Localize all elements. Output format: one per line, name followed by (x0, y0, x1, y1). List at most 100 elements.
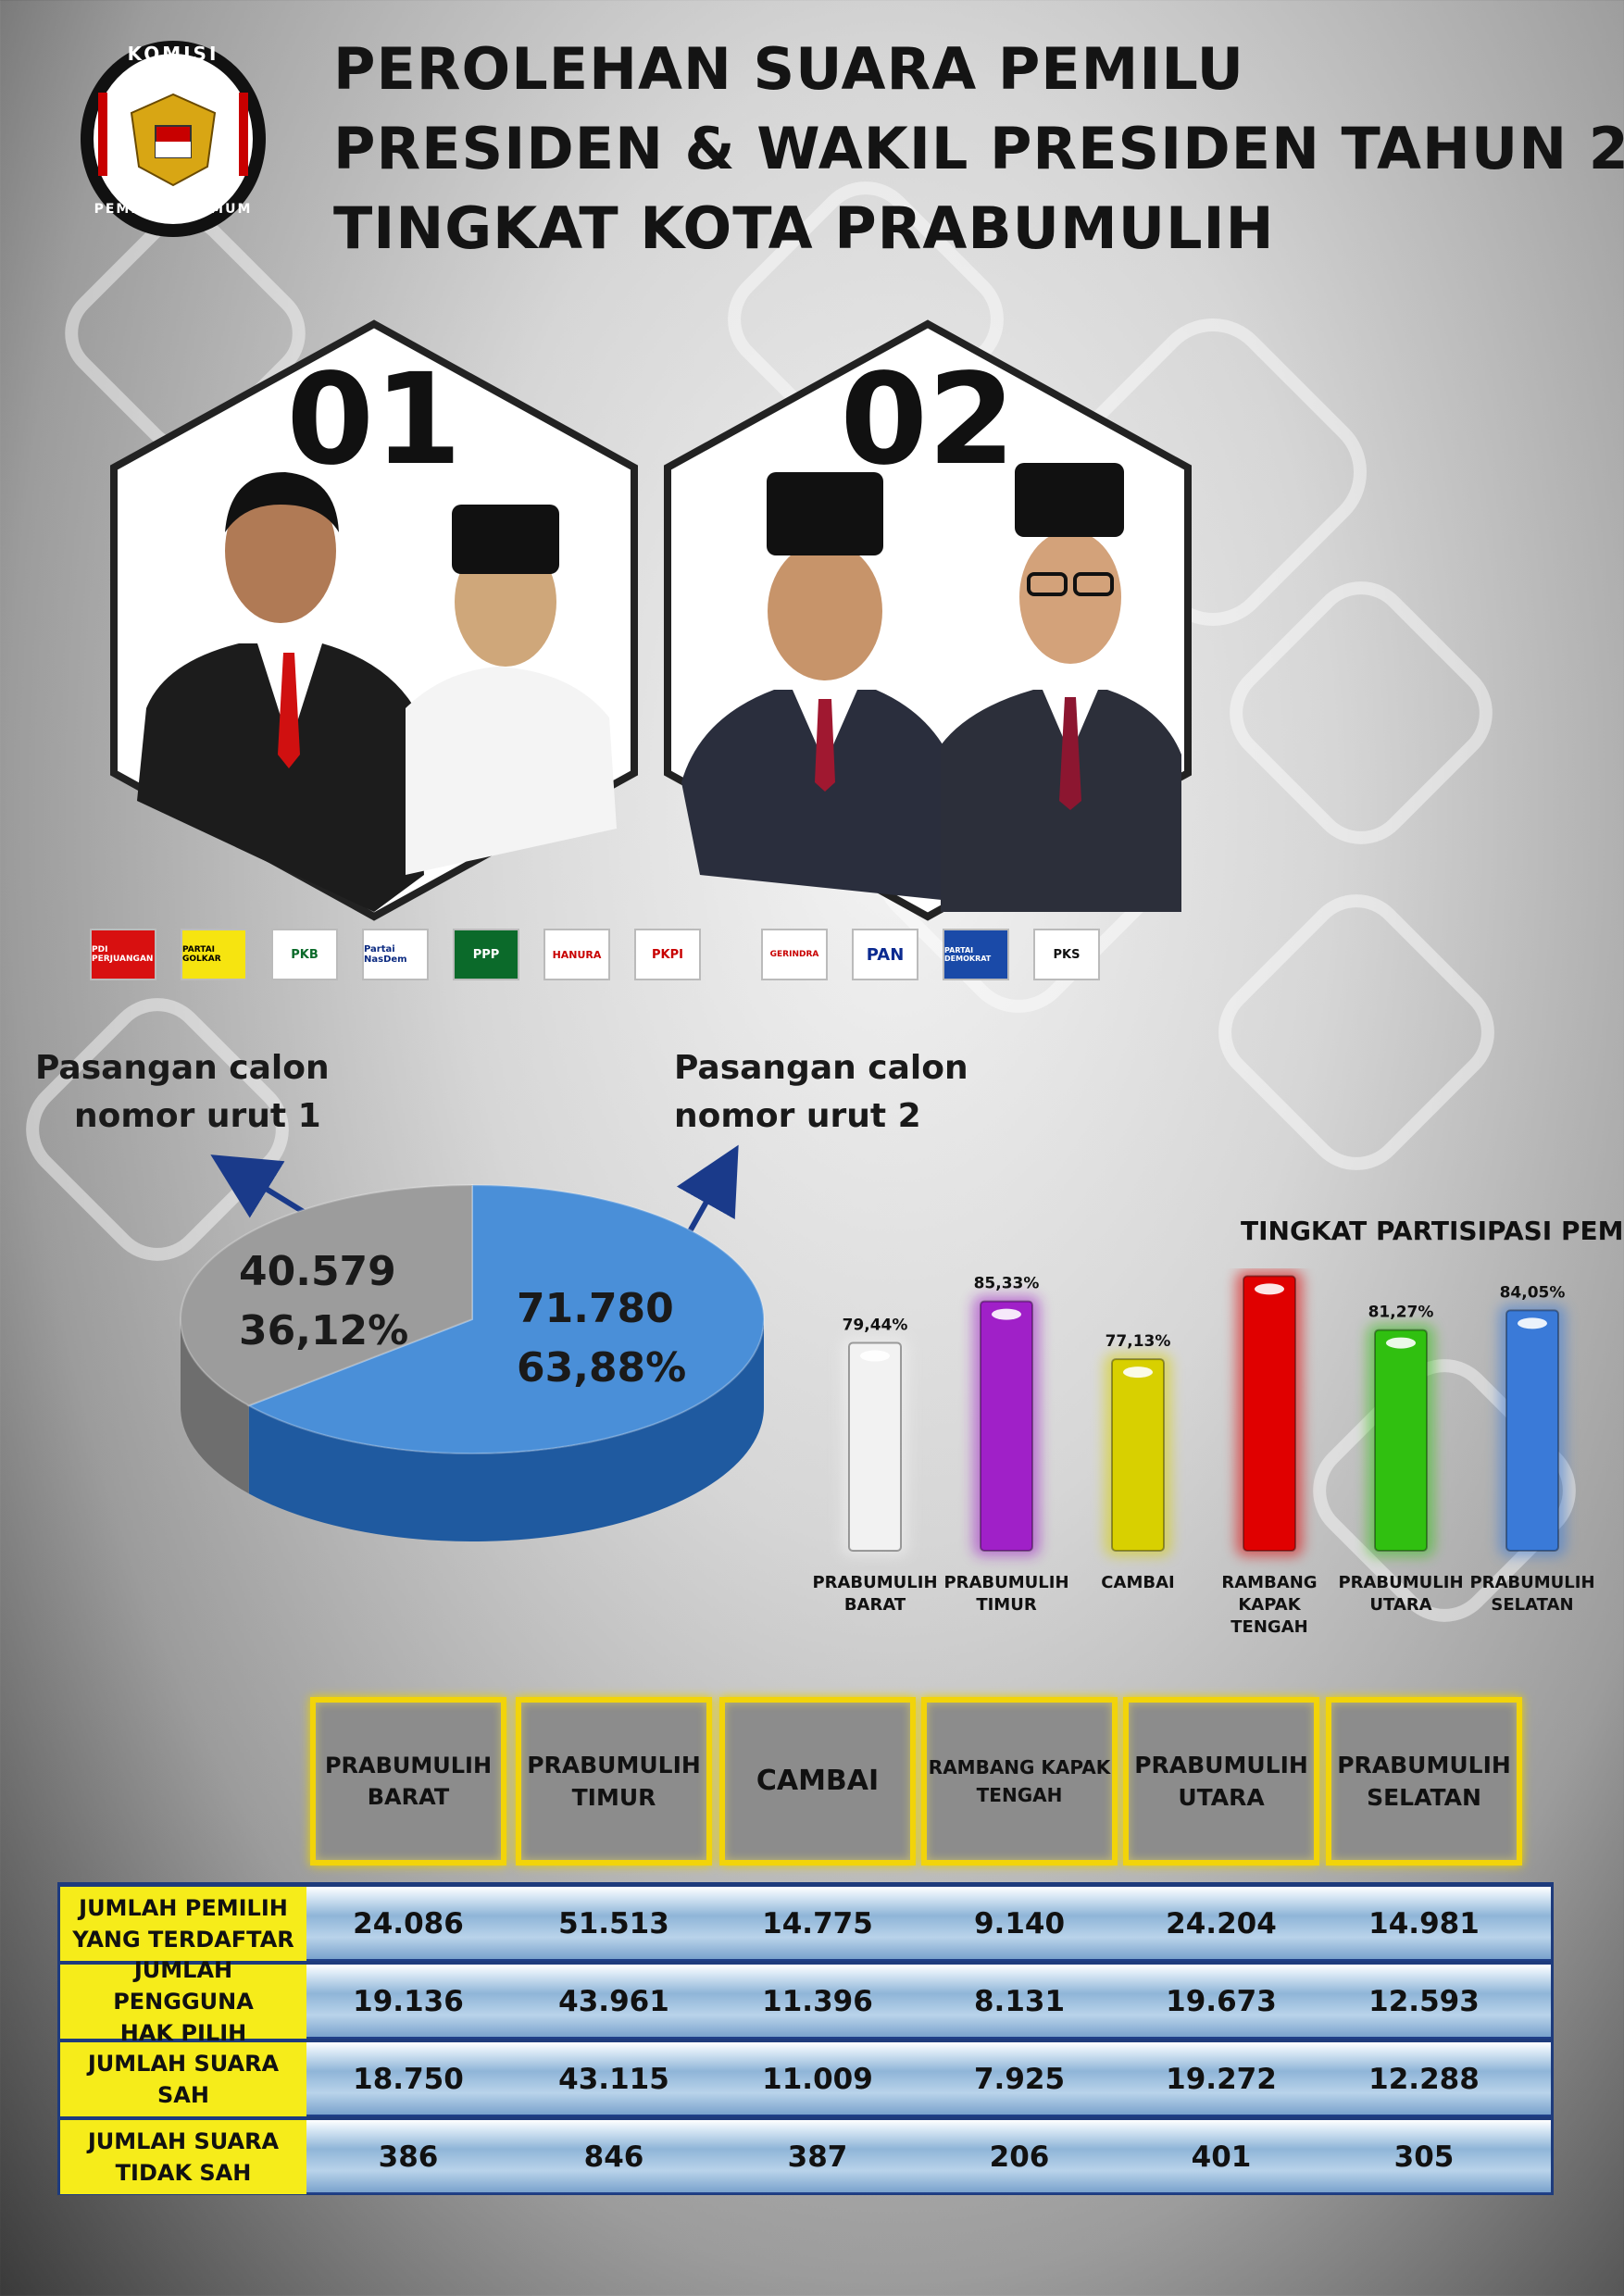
table-cell-r3-c3: 11.009 (762, 2063, 873, 2096)
table-cell-r1-c1: 24.086 (353, 1907, 464, 1940)
party-gerindra-logo: GERINDRA (761, 929, 828, 980)
bar-category-line: SELATAN (1491, 1595, 1574, 1615)
table-header-line: SELATAN (1367, 1784, 1481, 1811)
pasangan-1-label: Pasangan calon nomor urut 1 (35, 1044, 330, 1141)
bar-category-line: BARAT (843, 1595, 906, 1615)
bar-2 (980, 1300, 1033, 1552)
table-row-label-text: JUMLAH PENGGUNA HAK PILIH (60, 1954, 306, 2049)
bar-category-line: PRABUMULIH (1338, 1573, 1464, 1592)
table-header-1: PRABUMULIH BARAT (310, 1697, 506, 1866)
bar-category-3: CAMBAI (1073, 1572, 1203, 1594)
bar-value-label-6: 84,05% (1500, 1283, 1566, 1302)
table-row-label-3: JUMLAH SUARA SAH (60, 2042, 306, 2116)
pasangan-1-line2: nomor urut 1 (74, 1097, 321, 1135)
pie-side-1 (181, 1319, 249, 1494)
table-header-line: UTARA (1178, 1784, 1265, 1811)
table-header-3: CAMBAI (719, 1697, 916, 1866)
table-row-label-2: JUMLAH PENGGUNA HAK PILIH (60, 1957, 306, 2046)
bar-chart-title: TINGKAT PARTISIPASI PEMILIH (1241, 1216, 1624, 1246)
table-header-text: CAMBAI (756, 1763, 879, 1800)
bar-category-line: PRABUMULIH (812, 1573, 938, 1592)
bar-category-4: RAMBANG KAPAK TENGAH (1205, 1572, 1334, 1639)
bar-category-line: TENGAH (1230, 1617, 1308, 1637)
candidate-02-number: 02 (840, 347, 1016, 493)
table-row-label-line: JUMLAH SUARA (87, 2128, 280, 2154)
bar-value-label-3: 77,13% (1106, 1332, 1171, 1351)
table-cell-r4-c3: 387 (787, 2140, 848, 2174)
candidate-01-photo (110, 319, 638, 921)
table-row-label-1: JUMLAH PEMILIH YANG TERDAFTAR (60, 1887, 306, 1961)
table-cell-r1-c3: 14.775 (762, 1907, 873, 1940)
pasangan-2-line1: Pasangan calon (674, 1049, 968, 1087)
party-logos-02: GERINDRA PAN PARTAI DEMOKRAT PKS (761, 929, 1100, 984)
party-golkar-logo: PARTAI GOLKAR (181, 929, 247, 980)
table-header-2: PRABUMULIH TIMUR (516, 1697, 712, 1866)
bar-category-line: CAMBAI (1101, 1573, 1175, 1592)
kpu-logo: KOMISI PEMILIHAN UMUM (76, 37, 270, 241)
bar-category-6: PRABUMULIH SELATAN (1468, 1572, 1597, 1616)
pie-side-2 (248, 1319, 764, 1541)
pasangan-2-label: Pasangan calon nomor urut 2 (674, 1044, 968, 1141)
bar-4 (1243, 1275, 1296, 1552)
bar-highlight-6 (1518, 1317, 1547, 1329)
bar-highlight-5 (1386, 1337, 1416, 1349)
bar-category-line: PRABUMULIH (943, 1573, 1069, 1592)
table-row-label-text: JUMLAH SUARA TIDAK SAH (88, 2126, 279, 2189)
table-row-3 (306, 2042, 1551, 2116)
bar-category-line: UTARA (1369, 1595, 1432, 1615)
pie-label-candidate-1: 40.579 36,12% (239, 1242, 408, 1361)
bar-category-2: PRABUMULIH TIMUR (942, 1572, 1071, 1616)
candidate-01-number: 01 (286, 347, 462, 493)
bar-highlight-1 (860, 1350, 890, 1362)
logo-text-top: KOMISI (127, 43, 219, 65)
party-pdip-logo: PDI PERJUANGAN (90, 929, 156, 980)
bar-category-1: PRABUMULIH BARAT (810, 1572, 940, 1616)
title-line-3: TINGKAT KOTA PRABUMULIH (333, 194, 1275, 262)
table-row-label-text: JUMLAH PEMILIH YANG TERDAFTAR (72, 1892, 294, 1955)
pie-label-candidate-2: 71.780 63,88% (517, 1279, 686, 1398)
table-header-line: TENGAH (976, 1784, 1063, 1806)
table-cell-r1-c6: 14.981 (1368, 1907, 1480, 1940)
table-cell-r3-c1: 18.750 (353, 2063, 464, 2096)
bar-highlight-3 (1123, 1366, 1153, 1379)
party-nasdem-logo: Partai NasDem (362, 929, 429, 980)
party-pkb-logo: PKB (271, 929, 338, 980)
table-header-5: PRABUMULIH UTARA (1123, 1697, 1319, 1866)
table-cell-r4-c4: 206 (989, 2140, 1050, 2174)
bar-value-label-5: 81,27% (1368, 1304, 1434, 1322)
table-cell-r3-c5: 19.272 (1166, 2063, 1277, 2096)
table-row-label-line: JUMLAH SUARA (87, 2051, 280, 2077)
title-line-2: PRESIDEN & WAKIL PRESIDEN TAHUN 2019 (333, 115, 1624, 182)
bar-category-line: PRABUMULIH (1469, 1573, 1595, 1592)
bar-3 (1111, 1358, 1165, 1553)
table-header-6: PRABUMULIH SELATAN (1326, 1697, 1522, 1866)
pie-percent-2: 63,88% (517, 1344, 687, 1391)
table-cell-r2-c6: 12.593 (1368, 1985, 1480, 2018)
table-cell-r1-c2: 51.513 (558, 1907, 669, 1940)
table-header-line: PRABUMULIH (1134, 1752, 1308, 1778)
logo-text-bottom: PEMILIHAN UMUM (94, 202, 253, 217)
bar-1 (848, 1341, 902, 1552)
candidate-02-photo (664, 319, 1192, 921)
table-header-text: PRABUMULIH UTARA (1134, 1749, 1308, 1814)
table-cell-r3-c2: 43.115 (558, 2063, 669, 2096)
table-cell-r2-c2: 43.961 (558, 1985, 669, 2018)
table-row-4 (306, 2120, 1551, 2194)
bar-highlight-4 (1255, 1283, 1284, 1295)
party-pks-logo: PKS (1033, 929, 1100, 980)
candidate-01-card: 01 (109, 319, 639, 921)
table-header-line: PRABUMULIH (1337, 1752, 1511, 1778)
table-header-line: PRABUMULIH (527, 1752, 701, 1778)
table-row-label-text: JUMLAH SUARA SAH (88, 2048, 279, 2111)
candidate-02-card: 02 (663, 319, 1193, 921)
table-row-label-line: JUMLAH PEMILIH (79, 1895, 288, 1921)
table-row-label-line: HAK PILIH (119, 2020, 247, 2046)
bar-chart: 79,44%85,33%77,13%88.90%81,27%84,05% (842, 1270, 1566, 1556)
table-cell-r4-c2: 846 (583, 2140, 644, 2174)
pie-value-2: 71.780 (517, 1285, 674, 1332)
table-row-1 (306, 1887, 1551, 1961)
pie-slice-2 (246, 1183, 765, 1454)
table-header-text: PRABUMULIH SELATAN (1337, 1749, 1511, 1814)
table-header-text: PRABUMULIH TIMUR (527, 1749, 701, 1814)
table-cell-r1-c4: 9.140 (973, 1907, 1066, 1940)
